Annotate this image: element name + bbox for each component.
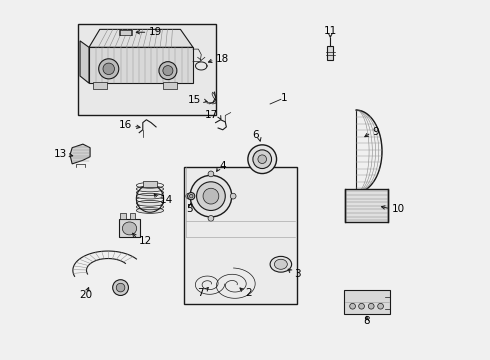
Circle shape (359, 303, 365, 309)
Bar (93, 82, 107, 89)
Ellipse shape (274, 259, 287, 269)
Circle shape (368, 303, 374, 309)
Polygon shape (80, 41, 89, 83)
Ellipse shape (136, 193, 164, 199)
Circle shape (378, 303, 383, 309)
Text: 6: 6 (252, 130, 259, 140)
Text: 8: 8 (364, 316, 370, 326)
Text: 20: 20 (79, 291, 92, 301)
Bar (163, 82, 177, 89)
Bar (327, 45, 333, 60)
Circle shape (190, 175, 232, 217)
Circle shape (103, 63, 115, 75)
Circle shape (230, 193, 236, 199)
Circle shape (208, 171, 214, 177)
Polygon shape (89, 30, 193, 47)
Bar (343, 290, 390, 315)
Circle shape (116, 283, 125, 292)
Circle shape (248, 145, 276, 174)
Text: 16: 16 (119, 121, 132, 130)
Bar (345, 189, 389, 222)
Text: 12: 12 (139, 236, 152, 246)
Ellipse shape (136, 186, 164, 192)
Text: 11: 11 (324, 26, 337, 36)
Bar (129, 213, 135, 220)
Circle shape (196, 182, 225, 211)
Text: 14: 14 (160, 195, 173, 205)
Text: 17: 17 (205, 110, 218, 120)
Bar (119, 30, 132, 35)
FancyBboxPatch shape (184, 167, 297, 304)
Text: 15: 15 (188, 95, 201, 105)
Text: 5: 5 (187, 204, 193, 214)
Circle shape (258, 155, 267, 163)
Ellipse shape (270, 256, 292, 272)
Text: 1: 1 (281, 93, 288, 103)
Text: 9: 9 (372, 127, 379, 136)
Polygon shape (89, 47, 193, 83)
Ellipse shape (136, 201, 164, 206)
Bar (143, 181, 157, 187)
Text: 3: 3 (294, 269, 300, 279)
Circle shape (163, 66, 173, 76)
Circle shape (350, 303, 355, 309)
Circle shape (203, 188, 219, 204)
Circle shape (190, 194, 193, 198)
Ellipse shape (136, 208, 164, 213)
Text: 13: 13 (54, 149, 68, 159)
Circle shape (186, 193, 192, 199)
Text: 7: 7 (197, 288, 204, 298)
Text: 19: 19 (148, 27, 162, 37)
Circle shape (208, 216, 214, 221)
FancyBboxPatch shape (78, 24, 216, 116)
Bar (120, 213, 125, 220)
Text: 10: 10 (392, 204, 404, 215)
Text: 18: 18 (216, 54, 229, 64)
Text: 4: 4 (220, 161, 226, 171)
Circle shape (188, 193, 195, 200)
Circle shape (159, 62, 177, 80)
Circle shape (253, 150, 271, 168)
Circle shape (113, 280, 128, 296)
Circle shape (98, 59, 119, 79)
Polygon shape (70, 144, 90, 164)
Bar (119, 220, 140, 237)
Text: 2: 2 (245, 288, 252, 298)
Ellipse shape (122, 222, 137, 235)
